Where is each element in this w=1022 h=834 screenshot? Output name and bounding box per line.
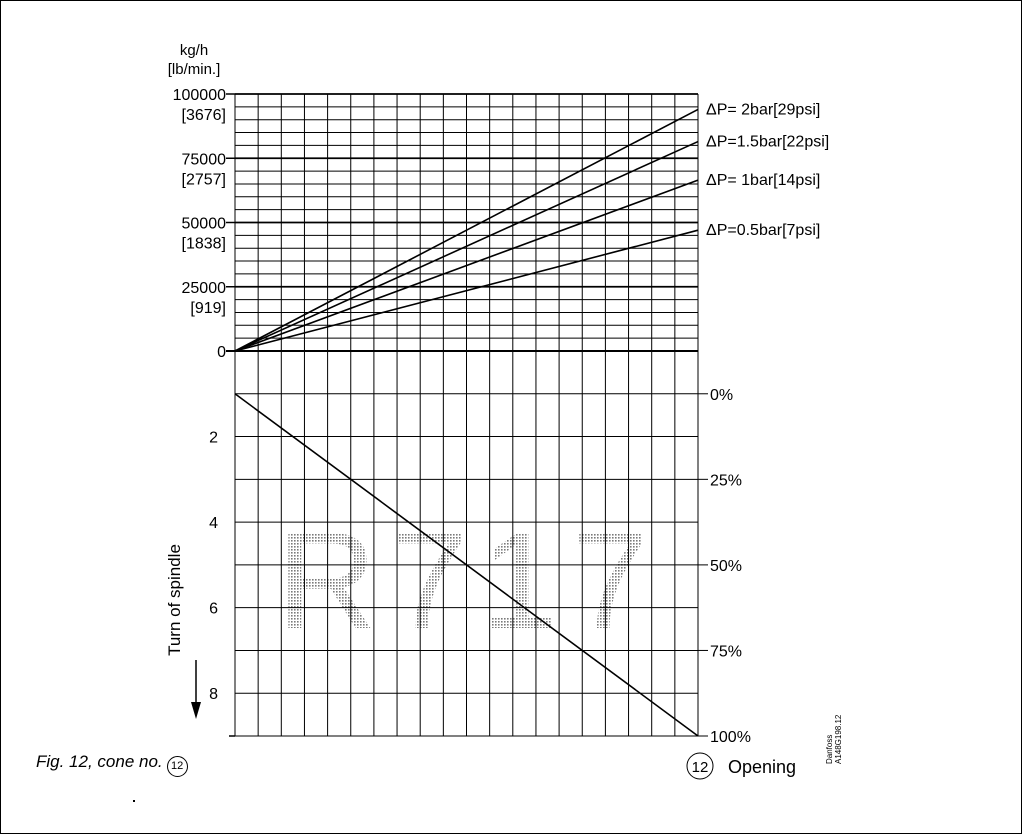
pressure-drop-series-label: ΔP=0.5bar[7psi] [706, 222, 820, 239]
flow-axis-tick-sublabel: [1838] [182, 236, 226, 253]
spindle-axis-tick-label: 6 [209, 601, 218, 618]
chart-grid [234, 93, 699, 737]
pressure-drop-series-label: ΔP= 1bar[14psi] [706, 172, 820, 189]
pressure-drop-series-line [234, 179, 699, 352]
pressure-drop-series-line [234, 140, 699, 352]
opening-axis-tick-label: 0% [710, 387, 733, 404]
figure-caption: Fig. 12, cone no. 12 [36, 752, 188, 777]
spindle-axis-tick-label: 4 [209, 515, 218, 532]
spindle-axis-tick-label: 2 [209, 430, 218, 447]
pressure-drop-series-line [234, 229, 699, 352]
pressure-drop-series-label: ΔP= 2bar[29psi] [706, 101, 820, 118]
flow-axis-unit-label: kg/h [180, 42, 208, 59]
opening-axis-tick-label: 50% [710, 558, 742, 575]
refrigerant-watermark: R717 [277, 504, 663, 658]
spindle-axis-arrow-head [191, 702, 201, 719]
opening-axis-tick-label: 75% [710, 643, 742, 660]
pressure-drop-series-label: ΔP=1.5bar[22psi] [706, 134, 829, 151]
flow-axis-tick-sublabel: [2757] [182, 171, 226, 188]
flow-axis-tick-label: 75000 [182, 151, 227, 168]
spindle-axis-title: Turn of spindle [165, 544, 184, 656]
cone-number-circle [686, 752, 714, 780]
flow-axis-tick-sublabel: [3676] [182, 107, 226, 124]
opening-axis-tick-label: 25% [710, 472, 742, 489]
caption-cone-number: 12 [166, 756, 188, 777]
flow-axis-tick-label: 50000 [182, 216, 227, 233]
opening-axis-tick-label: 100% [710, 729, 751, 746]
flow-axis-imperial-unit-label: [lb/min.] [168, 61, 221, 78]
flow-axis-tick-label: 0 [217, 344, 226, 361]
chart-series: ΔP= 2bar[29psi] ΔP=1.5bar[22psi] ΔP= 1bar[… [234, 101, 829, 737]
flow-axis-tick-sublabel: [919] [190, 300, 226, 317]
figure-caption-text: Fig. 12, cone no. [36, 752, 163, 771]
flow-axis-tick-label: 100000 [173, 87, 226, 104]
drawing-code: A148G198.12 [834, 714, 843, 764]
chart-axes: 100000 [3676] 75000 [2757] 50000 [1838] 25000 [… [173, 87, 751, 746]
spindle-axis-tick-label: 8 [209, 686, 218, 703]
flow-axis-tick-label: 25000 [182, 280, 227, 297]
pressure-drop-series-line [234, 108, 699, 352]
opening-axis-title: Opening [728, 757, 796, 777]
maker-code: Danfoss [825, 735, 834, 764]
cone-number: 12 [692, 759, 709, 776]
spindle-opening-line [234, 393, 699, 737]
stray-dot [133, 800, 135, 802]
